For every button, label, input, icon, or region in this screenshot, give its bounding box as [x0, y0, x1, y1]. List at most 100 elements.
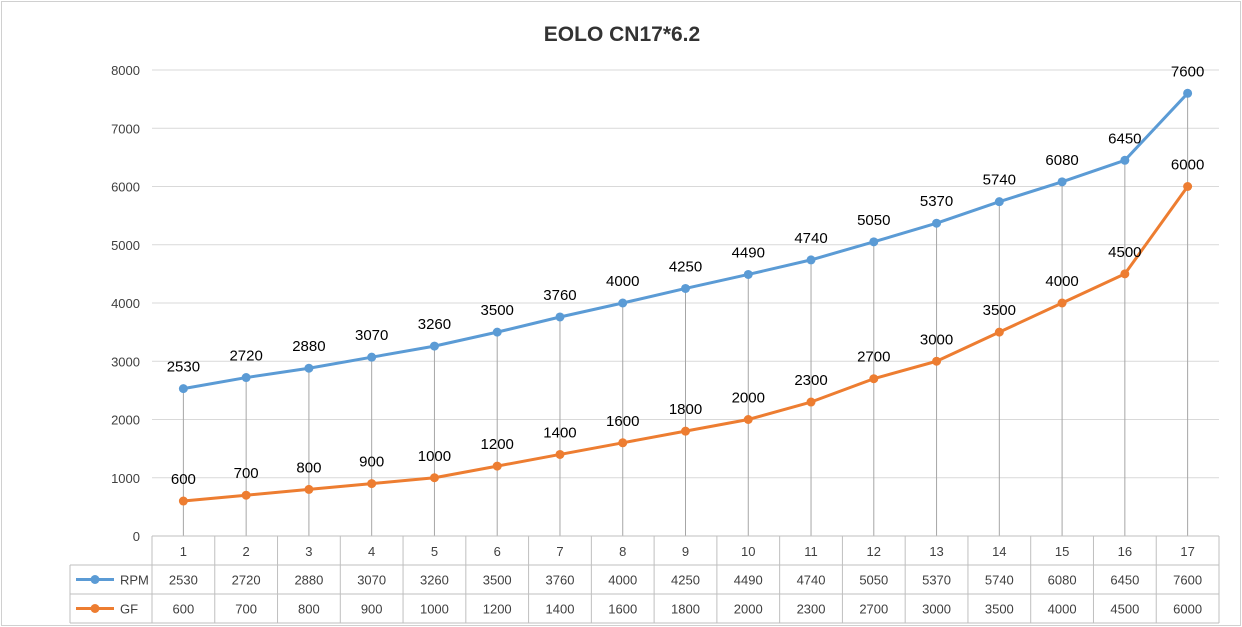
- legend-marker: [90, 604, 100, 613]
- data-label: 800: [296, 459, 321, 476]
- data-label: 5740: [983, 172, 1016, 189]
- data-point: [429, 341, 439, 351]
- y-tick-label: 5000: [111, 238, 140, 253]
- data-label: 4500: [1108, 244, 1141, 261]
- x-tick-label: 11: [804, 544, 818, 559]
- data-label: 6450: [1108, 130, 1141, 147]
- data-point: [555, 312, 565, 322]
- x-tick-label: 5: [431, 544, 438, 559]
- data-label: 1600: [606, 413, 639, 430]
- data-point: [492, 327, 502, 337]
- x-tick-label: 2: [243, 544, 250, 559]
- data-point: [1183, 182, 1193, 191]
- table-cell: 1000: [420, 602, 449, 617]
- data-point: [178, 496, 188, 506]
- table-cell: 5050: [859, 573, 888, 588]
- table-cell: 900: [361, 602, 383, 617]
- data-label: 2720: [229, 348, 262, 365]
- data-point: [1120, 269, 1130, 279]
- data-point: [681, 283, 690, 293]
- table-cell: 700: [235, 602, 257, 617]
- table-cell: 2000: [734, 602, 763, 617]
- y-tick-label: 0: [133, 529, 140, 544]
- data-label: 2700: [857, 349, 890, 366]
- data-point: [806, 255, 816, 265]
- data-point: [304, 484, 314, 494]
- data-label: 7600: [1171, 63, 1204, 80]
- table-cell: 4000: [608, 573, 637, 588]
- table-cell: 5740: [985, 573, 1014, 588]
- y-tick-label: 2000: [111, 413, 140, 428]
- data-label: 4740: [794, 230, 827, 247]
- drop-lines: [182, 93, 1189, 536]
- data-point: [1057, 298, 1067, 308]
- x-tick-label: 10: [741, 544, 755, 559]
- x-tick-label: 17: [1180, 544, 1194, 559]
- data-point: [743, 415, 753, 424]
- data-point: [743, 269, 753, 279]
- data-point: [932, 218, 942, 228]
- x-tick-label: 9: [682, 544, 689, 559]
- data-label: 4000: [1045, 273, 1078, 290]
- table-cell: 3070: [357, 573, 386, 588]
- y-axis-ticks: 0 1000 2000 3000 4000 5000 6000 7000 8000: [111, 63, 140, 544]
- data-label: 1000: [418, 448, 451, 465]
- data-point: [367, 479, 377, 489]
- data-point: [994, 327, 1004, 337]
- table-cell: 3500: [483, 573, 512, 588]
- table-cell: 2880: [294, 573, 323, 588]
- data-point: [241, 490, 251, 500]
- table-cell: 1400: [546, 602, 575, 617]
- y-tick-label: 3000: [111, 354, 140, 369]
- data-point: [555, 449, 565, 459]
- table-cell: 3260: [420, 573, 449, 588]
- table-cell: 6080: [1048, 573, 1077, 588]
- data-label: 1800: [669, 401, 702, 418]
- table-cell: 5370: [922, 573, 951, 588]
- x-tick-label: 7: [556, 544, 563, 559]
- y-tick-label: 7000: [111, 121, 140, 136]
- table-cell: 4250: [671, 573, 700, 588]
- legend-marker: [90, 575, 100, 584]
- table-cell: 3760: [546, 573, 575, 588]
- data-label: 3260: [418, 316, 451, 333]
- table-cell: 4000: [1048, 602, 1077, 617]
- y-tick-label: 1000: [111, 471, 140, 486]
- data-label: 3500: [983, 302, 1016, 319]
- x-tick-label: 4: [368, 544, 375, 559]
- data-point: [1057, 177, 1067, 187]
- y-tick-label: 8000: [111, 63, 140, 78]
- y-tick-label: 4000: [111, 296, 140, 311]
- data-point: [932, 356, 942, 366]
- chart-title: EOLO CN17*6.2: [544, 23, 700, 46]
- table-cell: 6000: [1173, 602, 1202, 617]
- data-point: [429, 473, 439, 483]
- data-label: 3760: [543, 287, 576, 304]
- data-point: [618, 298, 628, 308]
- data-point: [618, 438, 628, 448]
- table-cell: 6450: [1110, 573, 1139, 588]
- data-point: [304, 363, 314, 373]
- x-tick-label: 13: [929, 544, 943, 559]
- data-point: [492, 461, 502, 471]
- table-cell: 1800: [671, 602, 700, 617]
- data-point: [178, 384, 188, 394]
- legend-entry: RPM: [120, 573, 149, 588]
- data-label: 700: [234, 465, 259, 482]
- table-cell: 4500: [1110, 602, 1139, 617]
- data-point: [681, 426, 690, 436]
- data-label: 2300: [794, 372, 827, 389]
- data-label: 4000: [606, 273, 639, 290]
- data-label: 600: [171, 471, 196, 488]
- legend-entry: GF: [120, 602, 138, 617]
- x-tick-label: 8: [619, 544, 626, 559]
- data-point: [1120, 155, 1130, 165]
- table-cell: 7600: [1173, 573, 1202, 588]
- x-tick-label: 1: [180, 544, 187, 559]
- data-label: 2530: [167, 359, 200, 376]
- table-cell: 800: [298, 602, 320, 617]
- x-tick-label: 14: [992, 544, 1006, 559]
